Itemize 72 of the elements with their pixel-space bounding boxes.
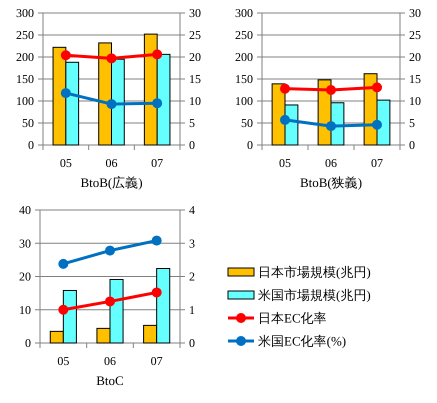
y-tick-label: 250 bbox=[235, 28, 253, 42]
y2-tick-label: 10 bbox=[409, 94, 421, 108]
y2-tick-label: 0 bbox=[189, 138, 195, 152]
point bbox=[372, 82, 382, 92]
point bbox=[106, 53, 116, 64]
x-axis-title: BtoB(狭義) bbox=[300, 175, 362, 190]
x-tick-label: 05 bbox=[279, 156, 291, 170]
y2-tick-label: 5 bbox=[409, 116, 415, 130]
point bbox=[152, 287, 162, 298]
y-tick-label: 300 bbox=[235, 6, 253, 20]
y-tick-label: 250 bbox=[16, 28, 34, 42]
y-tick-label: 100 bbox=[16, 94, 34, 108]
y2-tick-label: 25 bbox=[189, 28, 201, 42]
y-tick-label: 0 bbox=[247, 138, 253, 152]
y2-tick-label: 2 bbox=[189, 270, 195, 284]
y-tick-label: 200 bbox=[235, 50, 253, 64]
legend-label: 日本市場規模(兆円) bbox=[258, 264, 371, 280]
y-tick-label: 150 bbox=[235, 72, 253, 86]
y-tick-label: 150 bbox=[16, 72, 34, 86]
legend-label: 米国EC化率(%) bbox=[258, 334, 346, 349]
point bbox=[152, 236, 162, 246]
x-tick-label: 07 bbox=[371, 156, 383, 170]
y2-tick-label: 0 bbox=[189, 336, 195, 350]
point bbox=[152, 98, 162, 108]
y-tick-label: 100 bbox=[235, 94, 253, 108]
point bbox=[105, 296, 115, 306]
y2-tick-label: 1 bbox=[189, 302, 195, 317]
x-axis-title: BtoC bbox=[96, 373, 124, 388]
legend-label: 米国市場規模(兆円) bbox=[258, 288, 371, 303]
point bbox=[280, 84, 290, 94]
y2-tick-label: 20 bbox=[409, 50, 421, 64]
y2-tick-label: 20 bbox=[189, 50, 201, 64]
x-tick-label: 07 bbox=[150, 354, 163, 368]
point bbox=[58, 258, 68, 269]
x-tick-label: 06 bbox=[104, 354, 116, 368]
y2-tick-label: 4 bbox=[189, 203, 195, 218]
y-tick-label: 20 bbox=[19, 270, 31, 284]
x-tick-label: 06 bbox=[325, 156, 337, 170]
y2-tick-label: 15 bbox=[189, 72, 201, 86]
y2-tick-label: 0 bbox=[409, 138, 415, 152]
y-tick-label: 10 bbox=[19, 302, 31, 317]
y-tick-label: 0 bbox=[28, 138, 34, 152]
point bbox=[60, 88, 71, 98]
y2-tick-label: 15 bbox=[409, 72, 421, 86]
y2-tick-label: 25 bbox=[409, 28, 421, 42]
point bbox=[58, 304, 68, 315]
x-tick-label: 05 bbox=[57, 354, 70, 368]
y-tick-label: 0 bbox=[25, 336, 31, 350]
y-tick-label: 200 bbox=[16, 50, 34, 64]
x-tick-label: 06 bbox=[106, 156, 118, 170]
point bbox=[326, 121, 336, 132]
point bbox=[326, 85, 336, 95]
y-tick-label: 300 bbox=[16, 6, 34, 20]
x-tick-label: 07 bbox=[151, 156, 164, 170]
legend-label: 日本EC化率 bbox=[258, 310, 327, 326]
y2-tick-label: 10 bbox=[189, 94, 201, 108]
y-tick-label: 40 bbox=[19, 203, 31, 218]
point bbox=[280, 114, 290, 125]
point bbox=[106, 99, 116, 110]
y2-tick-label: 5 bbox=[189, 116, 195, 130]
y2-tick-label: 3 bbox=[189, 236, 195, 250]
point bbox=[60, 50, 71, 60]
y-tick-label: 50 bbox=[22, 116, 34, 130]
point bbox=[372, 120, 382, 130]
x-axis-title: BtoB(広義) bbox=[80, 175, 143, 190]
y2-tick-label: 30 bbox=[409, 6, 421, 20]
y-tick-label: 50 bbox=[241, 116, 253, 130]
point bbox=[105, 246, 115, 256]
y2-tick-label: 30 bbox=[189, 6, 201, 20]
point bbox=[152, 49, 162, 60]
x-tick-label: 05 bbox=[60, 156, 72, 170]
y-tick-label: 30 bbox=[19, 236, 31, 250]
